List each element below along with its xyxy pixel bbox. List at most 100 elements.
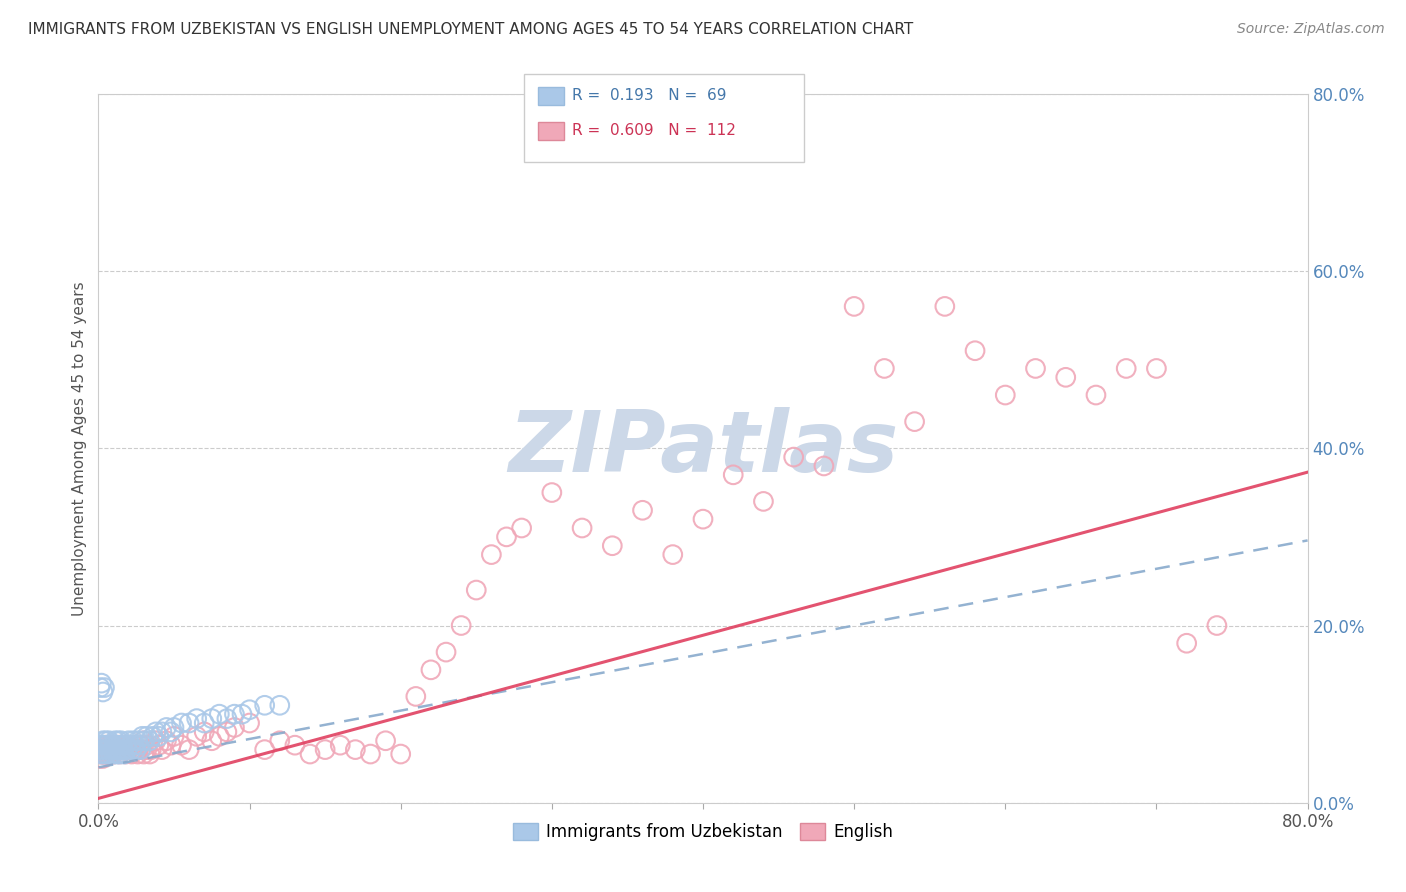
Point [104,742,127,756]
Point [284,738,307,752]
Point [118,742,141,756]
Point [752,494,775,508]
Point [269,698,291,713]
Point [103,747,125,761]
Point [160,738,183,752]
Point [904,415,927,429]
Point [94,733,117,747]
Point [127,747,149,761]
Point [108,747,131,761]
Point [96,747,118,761]
Point [160,724,183,739]
Point [100,747,122,761]
Point [103,742,125,756]
Point [314,742,336,756]
Point [93,747,115,761]
Point [1054,370,1077,384]
Point [186,729,208,743]
Point [434,645,457,659]
Point [107,742,129,756]
Point [115,742,138,756]
Point [1115,361,1137,376]
Point [110,742,132,756]
Point [145,724,167,739]
Point [108,747,131,761]
Point [90,738,112,752]
Point [602,539,624,553]
Point [110,733,132,747]
Point [193,724,215,739]
Point [208,729,231,743]
Point [100,738,122,752]
Point [201,712,224,726]
Point [91,742,114,756]
Point [193,716,215,731]
Point [873,361,896,376]
Point [100,738,122,752]
Point [91,751,114,765]
Point [115,742,138,756]
Point [135,738,157,752]
Point [90,676,112,690]
Point [101,742,124,756]
Point [329,738,352,752]
Point [495,530,517,544]
Point [201,733,224,747]
Point [170,738,193,752]
Point [121,742,143,756]
Point [100,747,122,761]
Point [163,729,186,743]
Point [91,733,114,747]
Point [224,707,246,722]
Point [934,299,956,313]
Point [90,747,112,761]
Point [105,738,128,752]
Point [101,742,124,756]
Point [93,681,115,695]
Point [360,747,382,761]
Point [299,747,322,761]
Text: ZIPatlas: ZIPatlas [508,407,898,490]
Point [104,742,127,756]
Point [465,583,488,598]
Point [179,742,201,756]
Point [90,747,112,761]
Point [105,742,128,756]
Point [89,742,111,756]
Point [98,738,121,752]
Point [253,742,276,756]
Point [239,703,262,717]
Legend: Immigrants from Uzbekistan, English: Immigrants from Uzbekistan, English [506,816,900,847]
Point [661,548,683,562]
Point [163,721,186,735]
Point [96,742,118,756]
Point [93,747,115,761]
Point [844,299,866,313]
Point [389,747,412,761]
Text: Source: ZipAtlas.com: Source: ZipAtlas.com [1237,22,1385,37]
Y-axis label: Unemployment Among Ages 45 to 54 years: Unemployment Among Ages 45 to 54 years [72,281,87,615]
Point [374,733,396,747]
Point [129,742,152,756]
Point [344,742,367,756]
Point [692,512,714,526]
Point [239,716,262,731]
Point [450,618,472,632]
Point [142,729,165,743]
Point [208,707,231,722]
Point [124,742,146,756]
Point [91,742,114,756]
Point [135,729,157,743]
Point [107,742,129,756]
Point [127,742,149,756]
Point [93,738,115,752]
Point [405,690,427,704]
Point [118,738,141,752]
Point [420,663,443,677]
Text: IMMIGRANTS FROM UZBEKISTAN VS ENGLISH UNEMPLOYMENT AMONG AGES 45 TO 54 YEARS COR: IMMIGRANTS FROM UZBEKISTAN VS ENGLISH UN… [28,22,914,37]
Point [141,742,163,756]
Point [253,698,276,713]
Point [215,724,238,739]
Point [269,733,291,747]
Point [98,742,121,756]
